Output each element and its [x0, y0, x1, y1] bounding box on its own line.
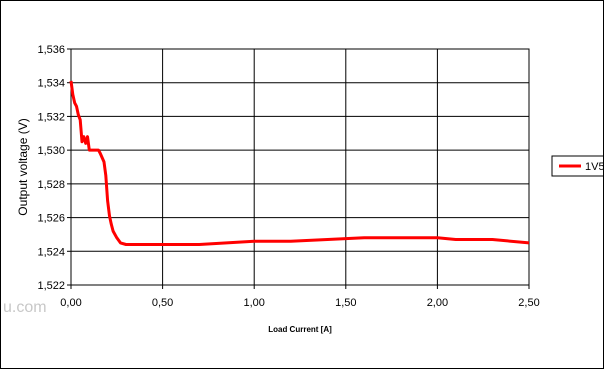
x-tick-label: 0,00 [60, 297, 81, 309]
x-tick-label: 1,00 [243, 297, 264, 309]
y-tick-label: 1,534 [37, 78, 65, 90]
x-tick-label: 1,50 [335, 297, 356, 309]
grid [71, 49, 529, 285]
y-tick-label: 1,530 [37, 145, 65, 157]
x-tick-label: 0,50 [152, 297, 173, 309]
x-tick-label: 2,50 [518, 297, 539, 309]
y-tick-label: 1,526 [37, 213, 65, 225]
y-tick-label: 1,522 [37, 280, 65, 292]
series-line-1v5 [69, 80, 530, 246]
watermark-text: u.com [3, 299, 47, 316]
y-tick-label: 1,536 [37, 44, 65, 56]
y-tick-label: 1,524 [37, 246, 65, 258]
y-tick-label: 1,528 [37, 179, 65, 191]
legend: 1V5 [551, 155, 603, 177]
series-layer [69, 80, 530, 246]
x-tick-label: 2,00 [427, 297, 448, 309]
y-tick-label: 1,532 [37, 111, 65, 123]
plot-area-border [70, 48, 530, 286]
x-axis-ticks: 0,00 0,50 1,00 1,50 2,00 2,50 [60, 285, 540, 309]
y-axis-title: Output voltage (V) [16, 118, 30, 215]
x-axis-title: Load Current [A] [268, 325, 332, 334]
y-axis-ticks: 1,522 1,524 1,526 1,528 1,530 1,532 1,534 1,536 [37, 44, 71, 292]
legend-label-1v5: 1V5 [585, 161, 603, 173]
